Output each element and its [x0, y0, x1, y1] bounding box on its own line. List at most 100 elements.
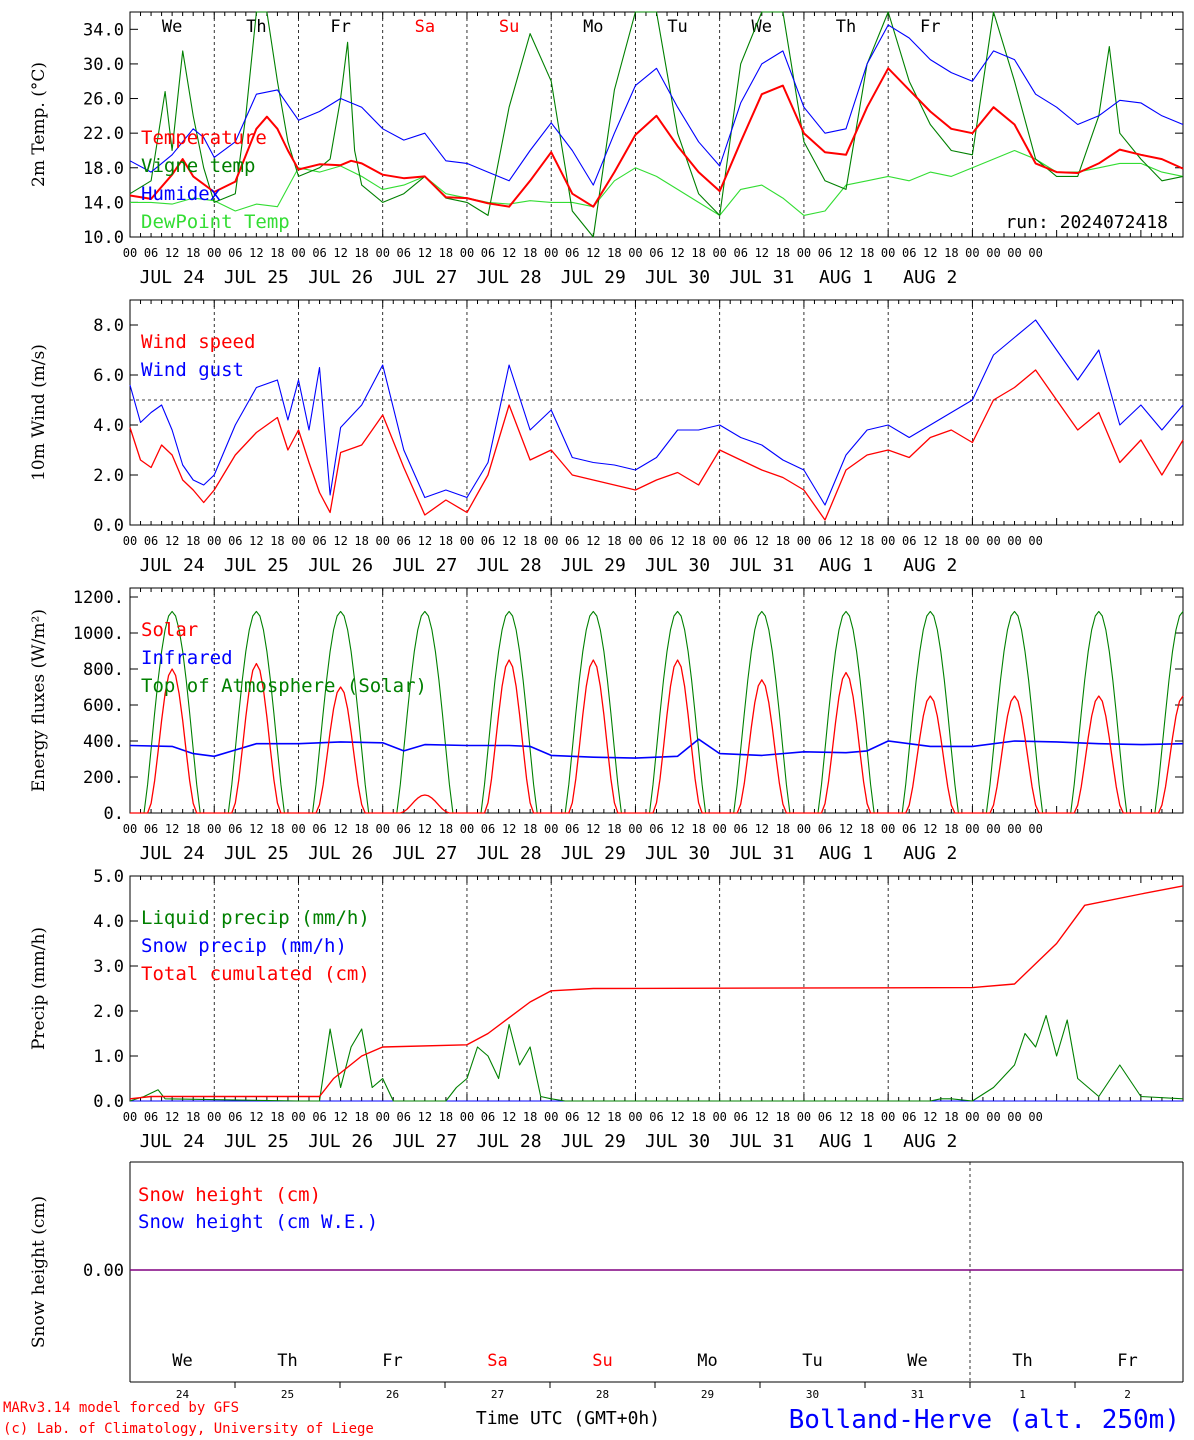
hour-tick-label: 00 — [123, 534, 137, 548]
panel-frame-wind — [129, 299, 1184, 526]
y-tick-label: 3.0 — [93, 957, 124, 977]
series-line-toa-solar — [130, 610, 1184, 814]
hour-tick-label: 12 — [670, 1110, 684, 1124]
y-tick-label: 5.0 — [93, 867, 124, 887]
hour-tick-label: 00 — [881, 1110, 895, 1124]
hour-tick-label: 00 — [986, 246, 1000, 260]
hour-tick-label: 06 — [902, 1110, 916, 1124]
y-tick-label: 1000. — [73, 624, 124, 644]
date-label: JUL 27 — [392, 267, 457, 288]
panel-frame-temp — [129, 11, 1184, 238]
hour-tick-label: 06 — [734, 1110, 748, 1124]
hour-tick-label: 12 — [839, 822, 853, 836]
y-tick-label: 30.0 — [83, 55, 124, 75]
hour-tick-label: 00 — [207, 822, 221, 836]
date-label: JUL 26 — [308, 267, 373, 288]
hour-tick-label: 12 — [923, 246, 937, 260]
date-label: AUG 2 — [903, 1131, 957, 1152]
hour-tick-label: 12 — [670, 246, 684, 260]
date-label: JUL 29 — [561, 267, 626, 288]
weekday-label: Su — [499, 17, 519, 37]
hour-tick-label: 06 — [228, 534, 242, 548]
hour-tick-label: 00 — [1028, 822, 1042, 836]
date-label: AUG 1 — [819, 843, 873, 864]
date-label: JUL 24 — [140, 1131, 205, 1152]
hour-tick-label: 18 — [270, 534, 284, 548]
hour-tick-label: 00 — [291, 246, 305, 260]
series-line-solar — [130, 659, 1184, 814]
weekday-label: We — [172, 1351, 192, 1371]
date-label: JUL 30 — [645, 555, 710, 576]
weekday-label: We — [752, 17, 772, 37]
hour-tick-label: 00 — [460, 822, 474, 836]
hour-tick-label: 06 — [902, 534, 916, 548]
date-label: AUG 2 — [903, 267, 957, 288]
series-line-liquid-precip — [129, 1014, 1184, 1102]
weekday-label: Th — [246, 17, 266, 37]
panel-frame-energy — [129, 587, 1184, 814]
weekday-label: Th — [277, 1351, 297, 1371]
series-line-total-cumulated — [129, 885, 1184, 1100]
weekday-label: We — [907, 1351, 927, 1371]
hour-tick-label: 00 — [965, 822, 979, 836]
hour-tick-label: 12 — [586, 1110, 600, 1124]
day-number-label: 25 — [281, 1388, 294, 1401]
hour-tick-label: 06 — [228, 1110, 242, 1124]
hour-tick-label: 18 — [691, 246, 705, 260]
legend-entry: Snow height (cm W.E.) — [138, 1211, 378, 1233]
hour-tick-label: 00 — [460, 246, 474, 260]
y-tick-label: 18.0 — [83, 159, 124, 179]
hour-tick-label: 06 — [397, 534, 411, 548]
hour-tick-label: 00 — [544, 822, 558, 836]
hour-tick-label: 00 — [1007, 822, 1021, 836]
date-label: JUL 28 — [477, 555, 542, 576]
series-line-humidex — [129, 24, 1184, 186]
hour-tick-label: 18 — [186, 246, 200, 260]
y-tick-label: 400. — [83, 732, 124, 752]
hour-tick-label: 18 — [354, 1110, 368, 1124]
y-axis-title: 10m Wind (m/s) — [29, 344, 49, 481]
hour-tick-label: 00 — [375, 822, 389, 836]
date-label: JUL 28 — [477, 1131, 542, 1152]
hour-tick-label: 12 — [333, 1110, 347, 1124]
hour-tick-label: 18 — [776, 246, 790, 260]
hour-tick-label: 00 — [881, 246, 895, 260]
hour-tick-label: 18 — [270, 822, 284, 836]
y-tick-label: 10.0 — [83, 228, 124, 248]
hour-tick-label: 06 — [144, 246, 158, 260]
legend-entry: Infrared — [141, 647, 233, 669]
hour-tick-label: 06 — [565, 534, 579, 548]
hour-tick-label: 00 — [881, 822, 895, 836]
hour-tick-label: 12 — [670, 534, 684, 548]
hour-tick-label: 00 — [965, 1110, 979, 1124]
hour-tick-label: 18 — [439, 822, 453, 836]
date-label: JUL 30 — [645, 1131, 710, 1152]
hour-tick-label: 18 — [354, 534, 368, 548]
y-tick-label: 4.0 — [93, 416, 124, 436]
y-tick-label: 200. — [83, 768, 124, 788]
hour-tick-label: 06 — [481, 534, 495, 548]
hour-tick-label: 18 — [439, 246, 453, 260]
hour-tick-label: 06 — [397, 246, 411, 260]
hour-tick-label: 12 — [165, 1110, 179, 1124]
hour-tick-label: 00 — [965, 534, 979, 548]
hour-tick-label: 12 — [502, 822, 516, 836]
hour-tick-label: 12 — [923, 1110, 937, 1124]
date-label: JUL 25 — [224, 843, 289, 864]
legend-entry: Total cumulated (cm) — [141, 963, 370, 985]
hour-tick-label: 12 — [755, 246, 769, 260]
hour-tick-label: 00 — [1028, 1110, 1042, 1124]
weekday-label: Sa — [415, 17, 435, 37]
hour-tick-label: 00 — [460, 534, 474, 548]
hour-tick-label: 18 — [607, 246, 621, 260]
date-label: JUL 25 — [224, 1131, 289, 1152]
y-tick-label: 0.00 — [83, 1261, 124, 1281]
hour-tick-label: 06 — [144, 1110, 158, 1124]
hour-tick-label: 00 — [965, 246, 979, 260]
weekday-label: Fr — [330, 17, 350, 37]
series-line-infrared — [129, 738, 1184, 759]
weekday-label: Tu — [802, 1351, 822, 1371]
hour-tick-label: 00 — [123, 246, 137, 260]
hour-tick-label: 00 — [1007, 1110, 1021, 1124]
